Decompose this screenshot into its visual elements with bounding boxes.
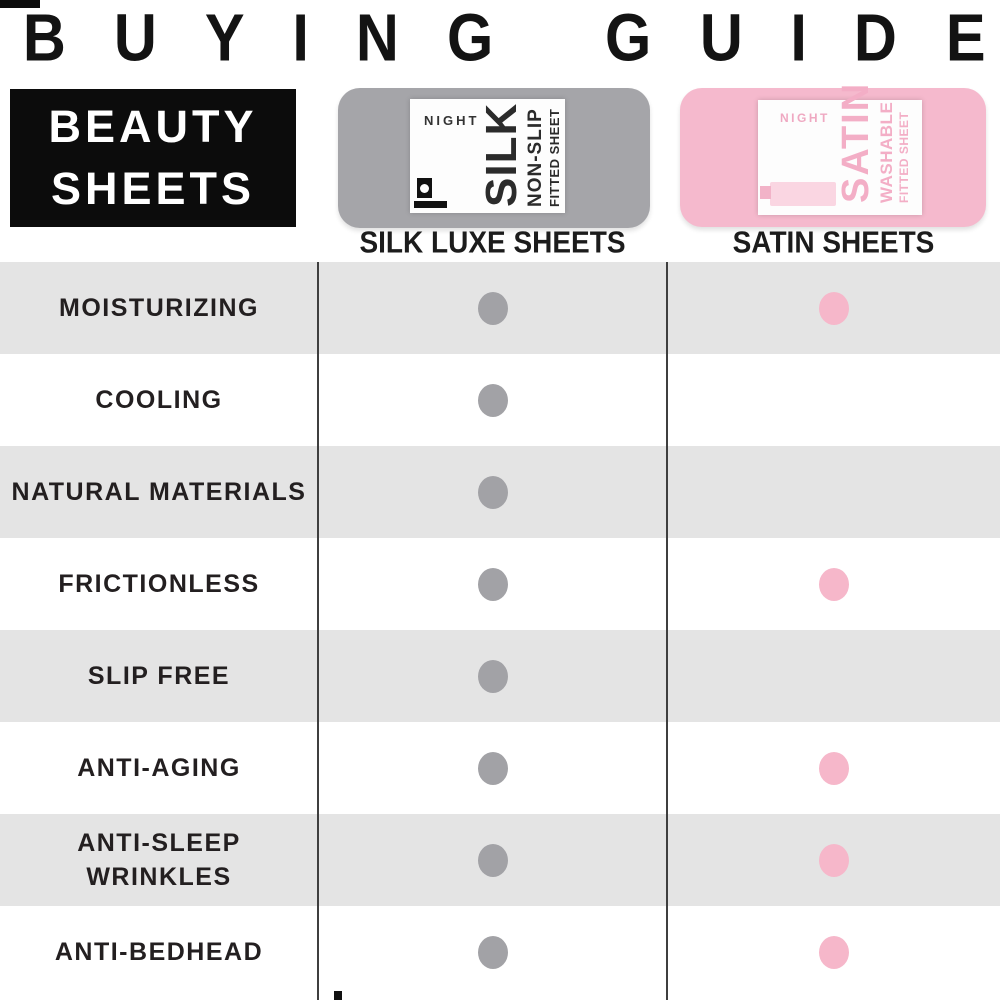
satin-product-name: SATIN bbox=[835, 81, 877, 203]
satin-feature-dot bbox=[818, 291, 849, 325]
title-letter: B bbox=[22, 1, 66, 76]
satin-feature-dot bbox=[818, 935, 849, 969]
satin-cell bbox=[667, 538, 1000, 630]
category-box: BEAUTY SHEETS bbox=[10, 89, 296, 227]
feature-label: ANTI-AGING bbox=[77, 754, 241, 782]
feature-label: FRICTIONLESS bbox=[58, 570, 260, 598]
silk-cell bbox=[318, 446, 667, 538]
column-divider-right bbox=[666, 262, 668, 1000]
satin-cell bbox=[667, 262, 1000, 354]
column-header-silk: SILK LUXE SHEETS bbox=[359, 225, 626, 260]
title-letter: U bbox=[699, 1, 743, 76]
satin-cell bbox=[667, 446, 1000, 538]
column-divider-left bbox=[317, 262, 319, 1000]
satin-cell bbox=[667, 814, 1000, 906]
badge-dot bbox=[420, 183, 429, 193]
title-letter: I bbox=[292, 1, 309, 76]
table-row: FRICTIONLESS bbox=[0, 538, 1000, 630]
table-row: SLIP FREE bbox=[0, 630, 1000, 722]
silk-feature-dot bbox=[477, 751, 508, 785]
satin-cell bbox=[667, 722, 1000, 814]
feature-label: ANTI-BEDHEAD bbox=[54, 938, 264, 966]
silk-feature-dot bbox=[477, 291, 508, 325]
certification-badge-icon bbox=[417, 178, 432, 198]
title-letter: E bbox=[945, 1, 986, 76]
feature-label: MOISTURIZING bbox=[59, 294, 259, 322]
silk-feature-dot bbox=[477, 659, 508, 693]
satin-cell bbox=[667, 354, 1000, 446]
satin-mini-icon bbox=[760, 186, 771, 199]
title-letter: G bbox=[605, 1, 652, 76]
satin-package-image: NIGHT SATIN WASHABLE FITTED SHEET bbox=[680, 81, 986, 227]
silk-rotated-text: SILK NON-SLIP FITTED SHEET bbox=[477, 102, 564, 207]
title-letter: U bbox=[113, 1, 157, 76]
silk-feature-dot bbox=[477, 475, 508, 509]
silk-cell bbox=[318, 630, 667, 722]
table-row: COOLING bbox=[0, 354, 1000, 446]
satin-cell bbox=[667, 906, 1000, 998]
title-letter: Y bbox=[204, 1, 245, 76]
satin-product-line3: FITTED SHEET bbox=[897, 111, 911, 203]
satin-brand-logo: NIGHT bbox=[780, 111, 830, 125]
feature-label: SLIP FREE bbox=[87, 662, 231, 690]
silk-package-label: NIGHT SILK NON-SLIP FITTED SHEET bbox=[410, 99, 565, 213]
category-line1: BEAUTY bbox=[48, 101, 258, 152]
title-letter bbox=[541, 6, 558, 73]
silk-cell bbox=[318, 906, 667, 998]
feature-label: NATURAL MATERIALS bbox=[11, 478, 307, 506]
silk-cell bbox=[318, 722, 667, 814]
title-letter: G bbox=[447, 1, 494, 76]
feature-label: ANTI-SLEEP WRINKLES bbox=[77, 829, 241, 891]
table-row: ANTI-BEDHEAD bbox=[0, 906, 1000, 998]
silk-cell bbox=[318, 538, 667, 630]
silk-cell bbox=[318, 262, 667, 354]
silk-brand-logo: NIGHT bbox=[424, 113, 480, 128]
folded-sheet-graphic bbox=[770, 182, 836, 206]
silk-cell bbox=[318, 354, 667, 446]
silk-product-line3: FITTED SHEET bbox=[547, 108, 562, 207]
silk-product-name: SILK bbox=[477, 102, 526, 207]
silk-package-image: NIGHT SILK NON-SLIP FITTED SHEET bbox=[338, 88, 650, 228]
silk-feature-dot bbox=[477, 843, 508, 877]
silk-feature-dot bbox=[477, 567, 508, 601]
silk-cell bbox=[318, 814, 667, 906]
feature-label: COOLING bbox=[95, 386, 223, 414]
satin-product-line2: WASHABLE bbox=[877, 101, 896, 203]
satin-feature-dot bbox=[818, 567, 849, 601]
satin-feature-dot bbox=[818, 751, 849, 785]
satin-cell bbox=[667, 630, 1000, 722]
satin-package-label: NIGHT SATIN WASHABLE FITTED SHEET bbox=[758, 81, 922, 215]
table-row: MOISTURIZING bbox=[0, 262, 1000, 354]
title-letter: D bbox=[854, 1, 898, 76]
silk-feature-dot bbox=[477, 935, 508, 969]
silk-feature-dot bbox=[477, 383, 508, 417]
table-row: NATURAL MATERIALS bbox=[0, 446, 1000, 538]
corner-mark bbox=[0, 0, 40, 8]
table-row: ANTI-SLEEP WRINKLES bbox=[0, 814, 1000, 906]
cropped-text-artifact bbox=[334, 991, 342, 1000]
title-letter: I bbox=[790, 1, 807, 76]
column-header-satin: SATIN SHEETS bbox=[732, 225, 935, 260]
satin-rotated-text: SATIN WASHABLE FITTED SHEET bbox=[835, 81, 916, 203]
silk-product-line2: NON-SLIP bbox=[525, 108, 546, 207]
satin-feature-dot bbox=[818, 843, 849, 877]
title-letter: N bbox=[356, 1, 400, 76]
category-line2: SHEETS bbox=[50, 163, 256, 214]
badge-bar bbox=[414, 201, 447, 208]
table-row: ANTI-AGING bbox=[0, 722, 1000, 814]
comparison-table: MOISTURIZING COOLING NATURAL MATERIALS FRIC… bbox=[0, 262, 1000, 998]
